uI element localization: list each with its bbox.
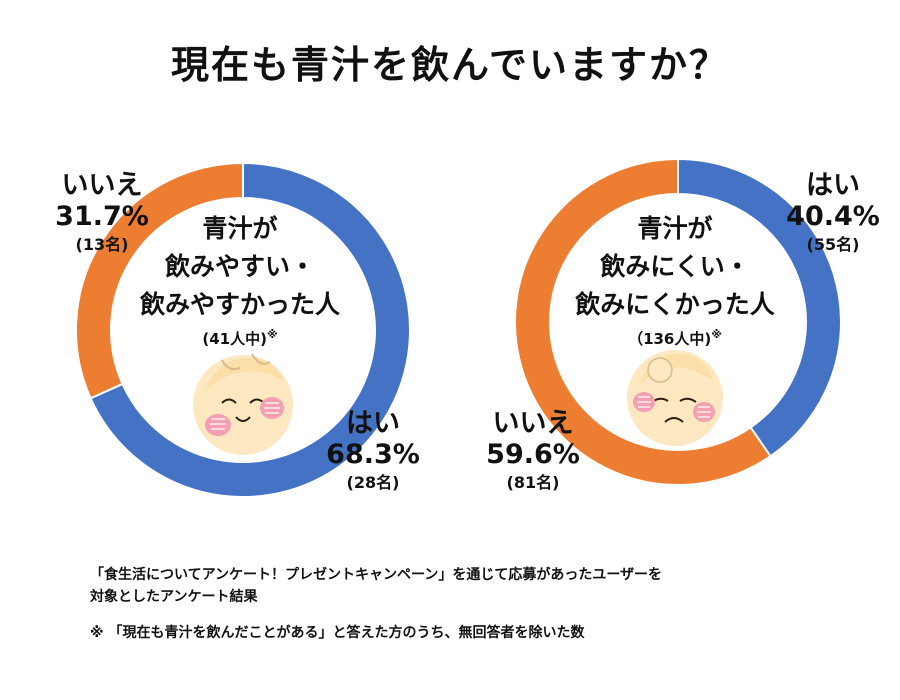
footnote-survey-note: 「食生活についてアンケート！プレゼントキャンペーン」を通じて応募があったユーザー…	[90, 567, 663, 605]
slice-label-no-right: いいえ 59.6% (81名)	[486, 408, 580, 493]
slice-label-no-left: いいえ 31.7% (13名)	[55, 170, 149, 255]
donut-chart-right	[514, 157, 842, 486]
right-chart-center-text: 青汁が 飲みにくい・ 飲みにくかった人 （136人中)※	[545, 210, 805, 349]
donut-chart-left	[75, 161, 411, 498]
smiling-face-icon	[193, 353, 293, 455]
donut-slice-no	[75, 161, 244, 400]
sad-face-icon	[627, 350, 723, 446]
center-line: 飲みにくかった人	[575, 290, 775, 319]
slice-label-yes-right: はい 40.4% (55名)	[786, 170, 880, 255]
footnotes: 「食生活についてアンケート！プレゼントキャンペーン」を通じて応募があったユーザー…	[90, 564, 850, 658]
footnote-asterisk-note: ※ 「現在も青汁を飲んだことがある」と答えた方のうち、無回答者を除いた数	[90, 625, 585, 641]
donut-slice-no	[514, 157, 772, 486]
center-line: 青汁が	[202, 214, 278, 243]
center-line: 飲みにくい・	[600, 252, 750, 281]
center-line: 飲みやすい・	[164, 252, 315, 281]
center-line: 青汁が	[637, 214, 713, 243]
slice-label-yes-left: はい 68.3% (28名)	[326, 408, 420, 493]
donut-slice-yes	[89, 161, 411, 498]
left-chart-center-text: 青汁が 飲みやすい・ 飲みやすかった人 (41人中)※	[110, 210, 370, 349]
center-sub: (41人中)※	[202, 328, 278, 348]
chart-title: 現在も青汁を飲んでいますか？	[170, 43, 730, 87]
center-sub: （136人中)※	[628, 328, 722, 348]
center-line: 飲みやすかった人	[139, 290, 340, 319]
